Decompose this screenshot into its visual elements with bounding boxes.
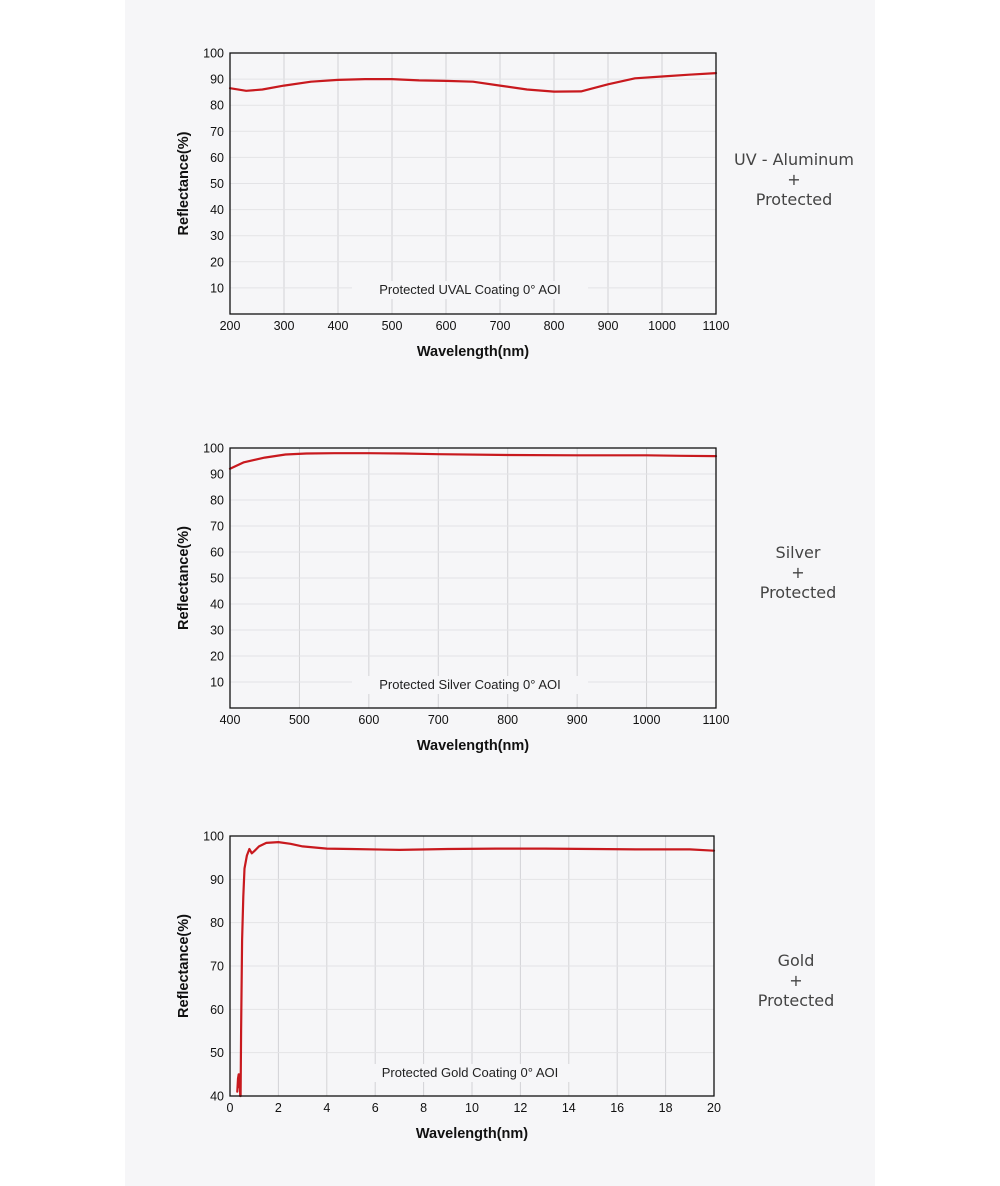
- coating-name: Silver: [775, 543, 821, 562]
- y-tick-label: 100: [203, 830, 224, 844]
- y-tick-label: 60: [210, 151, 224, 165]
- y-tick-label: 30: [210, 229, 224, 243]
- x-tick-label: 700: [428, 713, 449, 727]
- annotation-background: [352, 281, 588, 299]
- annotation-background: [352, 1064, 588, 1082]
- y-tick-label: 50: [210, 177, 224, 191]
- reflectance-curve: [228, 71, 718, 93]
- reflectance-curve: [228, 452, 718, 470]
- y-tick-label: 40: [210, 1090, 224, 1104]
- x-axis-label: Wavelength(nm): [417, 738, 529, 754]
- y-tick-label: 80: [210, 99, 224, 113]
- x-tick-label: 800: [544, 319, 565, 333]
- x-tick-label: 1100: [703, 713, 730, 727]
- coating-name: Gold: [777, 951, 815, 970]
- x-axis-label: Wavelength(nm): [417, 344, 529, 360]
- x-tick-label: 600: [436, 319, 457, 333]
- x-tick-label: 10: [465, 1101, 479, 1115]
- y-tick-label: 60: [210, 1003, 224, 1017]
- coating-annotation: Protected Silver Coating 0° AOI: [379, 677, 561, 692]
- plot-frame: [229, 52, 717, 315]
- y-tick-label: 80: [210, 494, 224, 508]
- x-tick-label: 6: [372, 1101, 379, 1115]
- reflectance-curve: [236, 840, 716, 1098]
- plot-frame: [229, 835, 715, 1097]
- x-tick-label: 900: [598, 319, 619, 333]
- x-tick-label: 800: [497, 713, 518, 727]
- y-tick-label: 80: [210, 916, 224, 930]
- x-tick-label: 16: [610, 1101, 624, 1115]
- x-tick-label: 1000: [648, 319, 676, 333]
- x-tick-label: 300: [274, 319, 295, 333]
- y-tick-label: 90: [210, 73, 224, 87]
- x-tick-label: 14: [562, 1101, 576, 1115]
- plot-frame: [229, 447, 717, 709]
- y-tick-label: 20: [210, 255, 224, 269]
- y-tick-label: 40: [210, 598, 224, 612]
- y-tick-label: 60: [210, 546, 224, 560]
- y-tick-label: 70: [210, 125, 224, 139]
- plus-sign: +: [791, 563, 805, 582]
- uval-coating-label: UV - Aluminum + Protected: [694, 150, 894, 210]
- y-tick-label: 100: [203, 47, 224, 61]
- coating-annotation: Protected Gold Coating 0° AOI: [382, 1065, 558, 1080]
- y-tick-label: 70: [210, 960, 224, 974]
- plus-sign: +: [787, 170, 801, 189]
- coating-name: UV - Aluminum: [733, 150, 855, 169]
- y-tick-label: 30: [210, 624, 224, 638]
- x-tick-label: 12: [513, 1101, 527, 1115]
- y-tick-label: 50: [210, 1046, 224, 1060]
- y-tick-label: 10: [210, 676, 224, 690]
- y-tick-label: 100: [203, 442, 224, 456]
- x-tick-label: 4: [323, 1101, 330, 1115]
- y-tick-label: 50: [210, 572, 224, 586]
- x-tick-label: 200: [220, 319, 241, 333]
- protected-text: Protected: [759, 583, 837, 602]
- x-tick-label: 1000: [633, 713, 661, 727]
- x-tick-label: 500: [289, 713, 310, 727]
- x-tick-label: 700: [490, 319, 511, 333]
- x-tick-label: 900: [567, 713, 588, 727]
- x-tick-label: 8: [420, 1101, 427, 1115]
- x-tick-label: 2: [275, 1101, 282, 1115]
- x-tick-label: 18: [659, 1101, 673, 1115]
- coating-annotation: Protected UVAL Coating 0° AOI: [379, 282, 561, 297]
- annotation-background: [352, 676, 588, 694]
- x-tick-label: 400: [328, 319, 349, 333]
- x-tick-label: 0: [227, 1101, 234, 1115]
- x-tick-label: 500: [382, 319, 403, 333]
- protected-text: Protected: [757, 991, 835, 1010]
- y-tick-label: 90: [210, 468, 224, 482]
- y-axis-label: Reflectance(%): [176, 914, 192, 1018]
- y-tick-label: 90: [210, 873, 224, 887]
- plus-sign: +: [789, 971, 803, 990]
- silver-coating-label: Silver + Protected: [698, 543, 898, 603]
- protected-text: Protected: [755, 190, 833, 209]
- y-tick-label: 40: [210, 203, 224, 217]
- x-tick-label: 600: [358, 713, 379, 727]
- gold-coating-label: Gold + Protected: [696, 951, 896, 1011]
- x-tick-label: 1100: [703, 319, 730, 333]
- y-tick-label: 10: [210, 281, 224, 295]
- x-tick-label: 20: [707, 1101, 721, 1115]
- x-tick-label: 400: [220, 713, 241, 727]
- y-axis-label: Reflectance(%): [176, 526, 192, 630]
- y-tick-label: 70: [210, 520, 224, 534]
- y-tick-label: 20: [210, 650, 224, 664]
- y-axis-label: Reflectance(%): [176, 131, 192, 235]
- x-axis-label: Wavelength(nm): [416, 1126, 528, 1142]
